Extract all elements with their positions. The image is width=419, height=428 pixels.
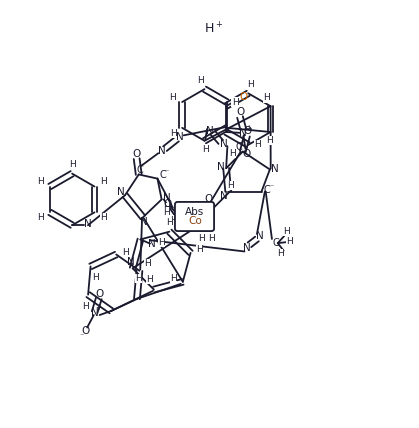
Text: +: +: [215, 20, 222, 29]
Text: H: H: [266, 136, 273, 145]
Text: N: N: [127, 257, 134, 267]
Text: H: H: [232, 98, 238, 107]
Text: H: H: [163, 208, 170, 217]
Text: H: H: [92, 273, 99, 282]
Text: H: H: [122, 248, 129, 257]
Text: N: N: [148, 239, 156, 250]
Text: H: H: [171, 129, 177, 138]
Text: N: N: [91, 308, 98, 318]
Text: N: N: [163, 193, 171, 203]
Text: N: N: [256, 231, 263, 241]
Text: H: H: [205, 22, 214, 35]
Text: H: H: [37, 213, 44, 222]
Text: H: H: [100, 213, 107, 222]
Text: O: O: [243, 149, 251, 159]
Text: C: C: [136, 165, 143, 175]
Text: O: O: [96, 289, 104, 299]
Text: N: N: [140, 217, 148, 227]
Text: ⁻: ⁻: [269, 182, 274, 191]
Text: O: O: [132, 149, 141, 159]
Text: N: N: [271, 164, 279, 175]
Text: H: H: [197, 245, 203, 254]
Text: ⁻: ⁻: [79, 331, 83, 340]
Text: C: C: [235, 143, 242, 152]
Text: H: H: [136, 274, 142, 283]
Text: H: H: [170, 216, 177, 225]
Text: O: O: [244, 126, 252, 136]
Text: H: H: [277, 249, 284, 258]
Text: O: O: [239, 92, 248, 102]
Text: H: H: [166, 218, 173, 227]
Text: C: C: [273, 238, 279, 248]
Text: H: H: [163, 203, 170, 212]
Text: H: H: [286, 237, 293, 246]
Text: Co: Co: [188, 217, 202, 226]
Text: H: H: [158, 238, 165, 247]
Text: N: N: [240, 128, 247, 138]
Text: H: H: [69, 160, 75, 169]
Text: H: H: [202, 145, 209, 154]
Text: C: C: [159, 170, 166, 180]
Text: N: N: [220, 139, 228, 149]
Text: ⁻: ⁻: [164, 167, 169, 176]
Text: H: H: [230, 149, 236, 158]
Text: H: H: [197, 76, 204, 85]
Text: C: C: [263, 185, 270, 195]
Text: H: H: [146, 275, 153, 284]
Text: H: H: [254, 140, 261, 149]
Text: H: H: [208, 235, 215, 244]
Text: N: N: [158, 146, 166, 156]
Text: Abs: Abs: [185, 207, 204, 217]
Text: H: H: [263, 93, 270, 102]
Text: O: O: [204, 193, 212, 204]
Text: N: N: [220, 191, 228, 201]
Text: O: O: [81, 326, 90, 336]
Text: N: N: [84, 219, 92, 229]
Text: N: N: [243, 243, 251, 253]
Text: O: O: [236, 107, 244, 117]
Text: H: H: [283, 227, 290, 236]
Text: H: H: [247, 80, 253, 89]
Text: H: H: [227, 181, 234, 190]
Text: H: H: [100, 177, 107, 186]
Text: H: H: [198, 235, 204, 244]
Text: O: O: [164, 199, 172, 208]
Text: H: H: [82, 302, 89, 311]
Text: N: N: [176, 132, 184, 142]
Text: N: N: [117, 187, 125, 197]
Text: +: +: [245, 124, 251, 133]
Text: N: N: [206, 126, 213, 136]
Text: H: H: [37, 177, 44, 186]
Text: +: +: [96, 303, 102, 312]
FancyBboxPatch shape: [175, 202, 214, 231]
Text: H: H: [145, 259, 151, 268]
Text: ⁻: ⁻: [248, 153, 252, 162]
Text: N: N: [217, 161, 225, 172]
Text: H: H: [170, 274, 177, 283]
Text: H: H: [170, 93, 176, 102]
